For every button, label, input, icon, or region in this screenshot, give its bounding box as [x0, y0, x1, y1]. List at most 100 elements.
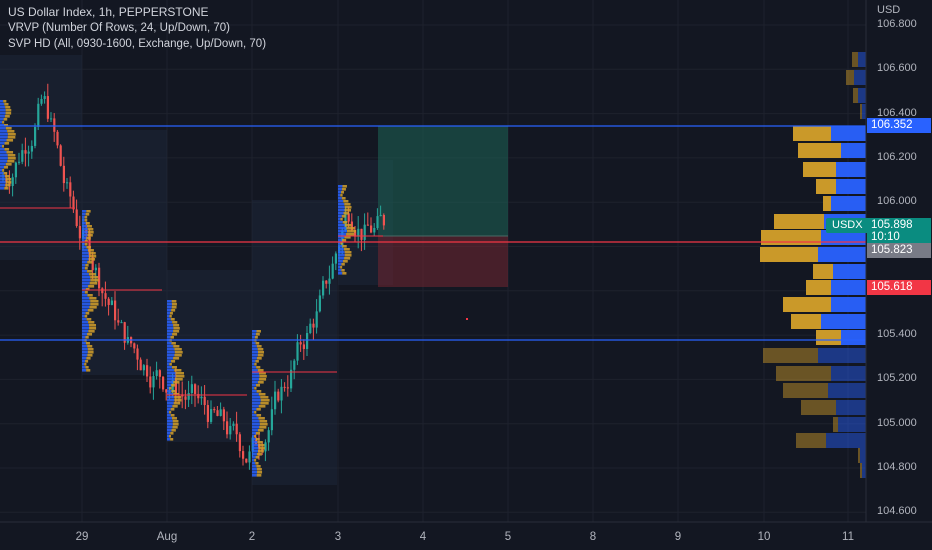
session-profile-bar — [254, 459, 257, 462]
candle-body — [18, 161, 21, 163]
candle-body — [158, 370, 161, 377]
session-profile-bar — [87, 249, 94, 252]
vrvp-up-bar — [831, 280, 866, 295]
candle-body — [354, 230, 357, 237]
marker-dot — [466, 318, 468, 320]
session-profile-bar — [257, 369, 264, 372]
session-profile-bar — [342, 239, 347, 242]
price-tick-label: 104.600 — [877, 505, 917, 518]
vrvp-down-bar — [823, 196, 831, 211]
session-profile-bar — [82, 270, 88, 273]
candle-body — [283, 386, 286, 388]
indicator-svp-label[interactable]: SVP HD (All, 0930-1600, Exchange, Up/Dow… — [8, 38, 267, 50]
vrvp-down-bar — [846, 70, 854, 85]
session-profile-bar — [252, 372, 259, 375]
session-profile-bar — [5, 181, 12, 184]
symbol-title[interactable]: US Dollar Index, 1h, PEPPERSTONE — [8, 5, 209, 19]
vrvp-down-bar — [816, 330, 841, 345]
candle-body — [101, 288, 104, 294]
session-profile-bar — [82, 354, 88, 357]
session-profile-bar — [167, 360, 172, 363]
session-profile-bar — [254, 363, 257, 366]
vrvp-up-bar — [826, 433, 866, 448]
session-profile-bar — [171, 309, 176, 312]
session-profile-bar — [82, 210, 87, 213]
candle-body — [203, 396, 206, 406]
session-profile-bar — [170, 318, 175, 321]
session-profile-bar — [258, 417, 265, 420]
vrvp-down-bar — [793, 126, 831, 141]
vrvp-down-bar — [796, 433, 826, 448]
session-profile-bar — [82, 306, 90, 309]
candle-body — [213, 409, 216, 411]
candle-body — [296, 342, 299, 361]
session-profile-bar — [82, 282, 90, 285]
countdown-badge: 10:10 — [867, 230, 931, 245]
session-profile-bar — [252, 426, 260, 429]
session-profile-bar — [174, 399, 182, 402]
session-profile-bar — [173, 324, 180, 327]
candle-body — [363, 224, 366, 240]
session-profile-bar — [169, 363, 172, 366]
candle-body — [197, 393, 200, 399]
session-profile-bar — [4, 187, 9, 190]
session-profile-bar — [0, 127, 6, 130]
session-profile-bar — [338, 224, 345, 227]
session-profile-bar — [338, 236, 345, 239]
vrvp-down-bar — [806, 280, 831, 295]
session-profile-bar — [171, 390, 176, 393]
session-profile-bar — [5, 127, 12, 130]
candle-body — [107, 298, 110, 305]
vrvp-down-bar — [803, 162, 836, 177]
session-profile-bar — [343, 200, 349, 203]
session-profile-bar — [252, 354, 258, 357]
session-profile-bar — [338, 266, 341, 269]
session-profile-bar — [258, 447, 265, 450]
session-profile-bar — [338, 257, 345, 260]
session-profile-bar — [341, 188, 346, 191]
session-profile-bar — [344, 254, 352, 257]
indicator-vrvp-label[interactable]: VRVP (Number Of Rows, 24, Up/Down, 70) — [8, 22, 230, 34]
session-profile-bar — [0, 160, 8, 163]
session-profile-bar — [85, 336, 89, 339]
red-line-price-badge: 105.823 — [867, 243, 931, 258]
session-profile-bar — [171, 306, 177, 309]
session-profile-bar — [84, 267, 88, 270]
session-profile-bar — [87, 309, 94, 312]
session-profile-bar — [172, 333, 178, 336]
price-tick-label: 105.000 — [877, 416, 917, 429]
session-profile-bar — [167, 375, 176, 378]
session-profile-bar — [82, 249, 88, 252]
session-profile-bar — [258, 444, 265, 447]
session-profile-bar — [82, 336, 86, 339]
session-profile-bar — [252, 408, 257, 411]
candle-body — [309, 323, 312, 334]
session-profile-bar — [167, 366, 172, 369]
vrvp-up-bar — [831, 297, 866, 312]
session-profile-bar — [167, 417, 173, 420]
candle-body — [210, 409, 213, 422]
session-profile-bar — [88, 273, 96, 276]
session-profile-bar — [88, 324, 96, 327]
session-profile-bar — [257, 441, 263, 444]
session-profile-bar — [252, 366, 257, 369]
session-profile-bar — [174, 396, 182, 399]
candle-body — [299, 342, 302, 345]
session-profile-bar — [4, 124, 9, 127]
session-profile-bar — [167, 390, 172, 393]
session-profile-bar — [338, 206, 345, 209]
session-profile-bar — [338, 200, 344, 203]
session-profile-bar — [167, 345, 174, 348]
candle-body — [347, 213, 350, 222]
candle-body — [11, 177, 14, 186]
session-profile-bar — [171, 366, 177, 369]
session-profile-bar — [257, 354, 264, 357]
candle-body — [66, 182, 69, 184]
session-profile-bar — [252, 336, 255, 339]
session-profile-bar — [82, 357, 87, 360]
session-profile-bar — [82, 279, 91, 282]
session-profile-bar — [252, 417, 259, 420]
candle-body — [206, 405, 209, 422]
upper-line-price-badge: 106.352 — [867, 118, 931, 133]
